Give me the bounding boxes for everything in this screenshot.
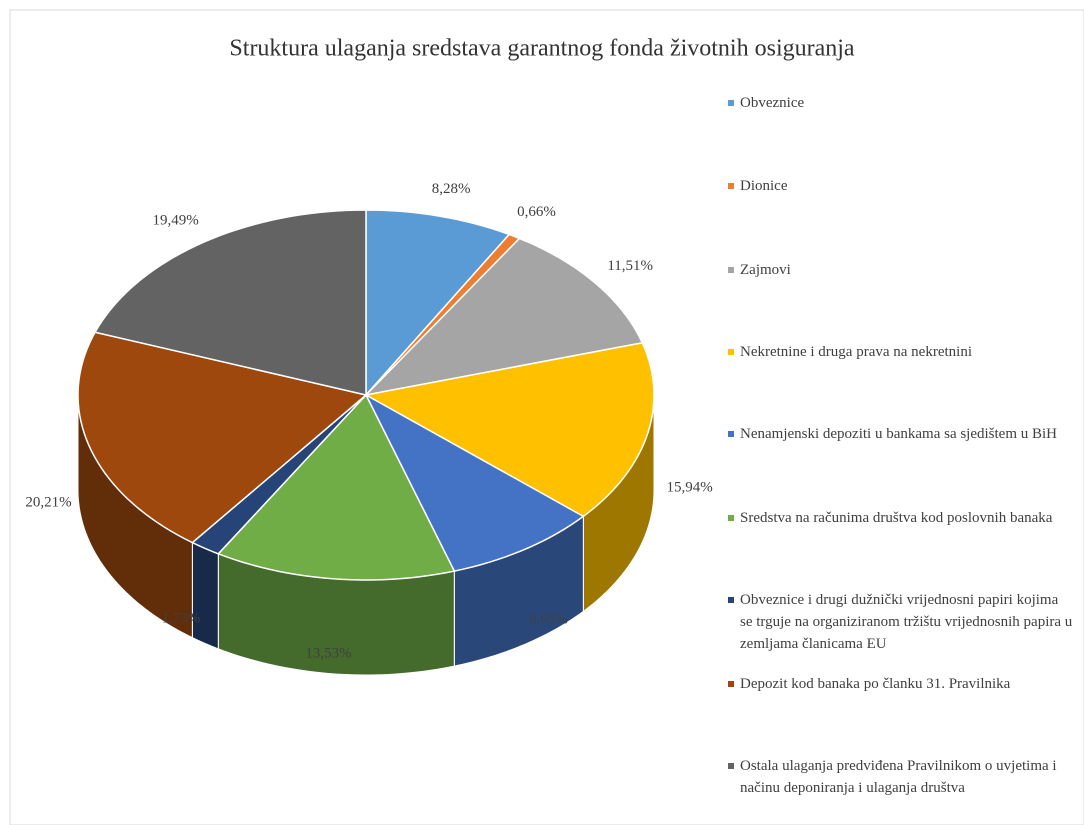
legend-swatch — [728, 597, 734, 603]
data-label: 13,53% — [305, 645, 351, 661]
slice — [363, 341, 655, 518]
legend-swatch — [728, 515, 734, 521]
data-label: 20,21% — [25, 495, 71, 511]
legend-label: Nekretnine i druga prava na nekretnini — [740, 344, 972, 360]
slice — [93, 209, 367, 396]
legend-item: Nekretnine i druga prava na nekretnini — [728, 341, 1073, 363]
legend-label: Depozit kod banaka po članku 31. Praviln… — [740, 676, 1011, 692]
legend-item: Sredstva na računima društva kod poslovn… — [728, 507, 1073, 529]
data-label: 11,51% — [607, 258, 653, 274]
legend-swatch — [728, 267, 734, 273]
data-label: 19,49% — [153, 212, 199, 228]
legend-label: Dionice — [740, 178, 788, 194]
legend-item: Zajmovi — [728, 259, 1073, 281]
data-label: 0,66% — [517, 204, 556, 220]
legend-item: Nenamjenski depoziti u bankama sa sjediš… — [728, 423, 1073, 445]
legend-swatch — [728, 681, 734, 687]
legend-item: Depozit kod banaka po članku 31. Praviln… — [728, 673, 1073, 695]
data-label: 1,73% — [162, 610, 201, 626]
legend-swatch — [728, 431, 734, 437]
legend-label: Nenamjenski depoziti u bankama sa sjediš… — [740, 426, 1058, 442]
legend-swatch — [728, 100, 734, 106]
data-label: 8,28% — [432, 181, 471, 197]
legend-swatch — [728, 349, 734, 355]
data-label: 8,65% — [529, 611, 568, 627]
chart-title: Struktura ulaganja sredstava garantnog f… — [229, 36, 854, 62]
slice — [216, 393, 456, 581]
legend-label: Obveznice — [740, 95, 805, 111]
slice — [365, 209, 511, 397]
legend-swatch — [728, 183, 734, 189]
slice — [364, 393, 585, 572]
legend-label: Obveznice i drugi dužnički vrijednosni p… — [740, 592, 1073, 652]
slice — [77, 331, 368, 544]
legend-item: Obveznice i drugi dužnički vrijednosni p… — [728, 589, 1073, 655]
legend-label: Ostala ulaganja predviđena Pravilnikom o… — [740, 758, 1057, 796]
data-label: 15,94% — [666, 479, 712, 495]
legend-swatch — [728, 763, 734, 769]
legend-item: Ostala ulaganja predviđena Pravilnikom o… — [728, 755, 1073, 799]
legend-label: Sredstva na računima društva kod poslovn… — [740, 510, 1053, 526]
slice-side — [191, 541, 219, 650]
legend-item: Obveznice — [728, 92, 1073, 114]
legend-label: Zajmovi — [740, 262, 791, 278]
chart-border — [9, 9, 1084, 825]
legend-item: Dionice — [728, 175, 1073, 197]
